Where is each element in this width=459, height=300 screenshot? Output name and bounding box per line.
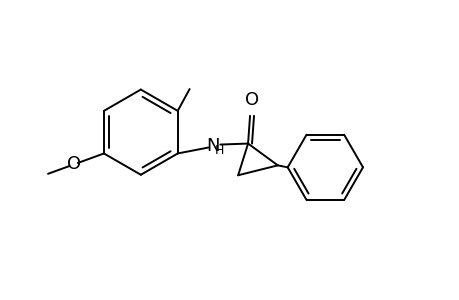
Text: O: O: [67, 155, 81, 173]
Text: O: O: [245, 91, 258, 109]
Text: H: H: [214, 144, 224, 157]
Text: N: N: [206, 136, 220, 154]
